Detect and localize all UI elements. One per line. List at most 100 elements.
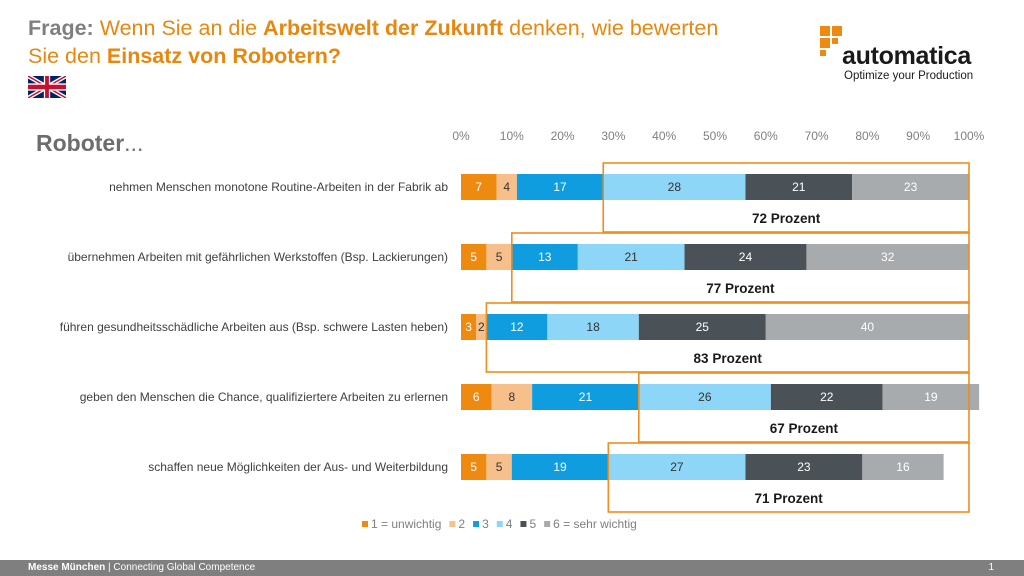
legend-swatch [473,521,480,527]
data-label: 23 [797,460,811,474]
data-label: 25 [696,320,710,334]
x-tick-label: 100% [954,129,985,143]
bar-segment [486,454,512,480]
data-label: 3 [465,320,472,334]
legend-swatch [496,521,503,527]
bar-segment [547,314,639,340]
data-label: 24 [739,250,753,264]
footer-bar: Messe München | Connecting Global Compet… [0,560,1024,576]
data-label: 21 [792,180,806,194]
category-label: schaffen neue Möglichkeiten der Aus- und… [148,460,448,474]
question-bold-2: Einsatz von Robotern? [106,44,342,68]
data-label: 21 [625,250,639,264]
data-label: 2 [478,320,485,334]
bar-segment [745,454,863,480]
question-bold-1: Arbeitswelt der Zukunft [263,16,504,40]
data-label: 4 [503,180,510,194]
subject-ellipsis: ... [124,130,144,156]
legend-swatch [362,521,368,527]
data-label: 16 [896,460,910,474]
share-annotation: 83 Prozent [694,351,763,366]
bar-segment [491,384,533,410]
legend-swatch [520,521,527,527]
x-tick-label: 0% [452,129,470,143]
x-tick-label: 70% [805,129,829,143]
bar-segment [603,174,746,200]
question-heading: Frage: Wenn Sie an die Arbeitswelt der Z… [28,14,748,70]
bar-segment [496,174,517,200]
x-tick-label: 90% [906,129,930,143]
bar-segment [461,314,477,340]
subject-word: Roboter [36,130,125,156]
data-label: 32 [881,250,895,264]
x-tick-label: 10% [500,129,524,143]
data-label: 28 [668,180,682,194]
bar-segment [461,174,497,200]
legend-swatch [449,521,456,527]
bar-segment [532,384,639,410]
data-label: 12 [510,320,524,334]
bar-segment [852,174,969,200]
highlight-box [637,372,970,443]
data-label: 23 [904,180,918,194]
data-label: 5 [496,460,503,474]
logo-name: automatica [842,42,971,70]
data-label: 21 [579,390,593,404]
footer-separator: | [105,562,114,573]
data-label: 19 [924,390,938,404]
data-label: 7 [475,180,482,194]
bar-segment [770,384,883,410]
data-label: 19 [553,460,567,474]
data-label: 18 [586,320,600,334]
x-tick-label: 20% [551,129,575,143]
bar-segment [516,174,604,200]
bar-segment [862,454,944,480]
legend-label: 6 = sehr wichtig [553,517,637,531]
category-label: führen gesundheitsschädliche Arbeiten au… [60,320,448,334]
bar-segment [486,244,512,270]
data-label: 5 [470,250,477,264]
data-label: 8 [508,390,515,404]
share-annotation: 77 Prozent [706,281,775,296]
data-label: 5 [470,460,477,474]
bar-segment [684,244,807,270]
data-label: 26 [698,390,712,404]
x-tick-label: 50% [703,129,727,143]
uk-flag-icon [28,76,66,98]
page-number: 1 [988,562,994,573]
bar-segment [461,454,487,480]
bar-segment [806,244,969,270]
legend-label: 2 [458,517,465,531]
bar-segment [882,384,980,410]
bar-segment [638,314,766,340]
x-tick-label: 80% [855,129,879,143]
bar-segment [608,454,746,480]
data-label: 22 [820,390,834,404]
data-label: 5 [496,250,503,264]
bar-segment [745,174,853,200]
footer-tagline: Connecting Global Competence [113,562,256,573]
footer-left: Messe München | Connecting Global Compet… [28,560,255,576]
legend-swatch [544,521,551,527]
bar-segment [577,244,685,270]
x-tick-label: 60% [754,129,778,143]
category-label: nehmen Menschen monotone Routine-Arbeite… [109,180,448,194]
share-annotation: 67 Prozent [770,421,839,436]
bar-segment [511,454,609,480]
legend-label: 4 [506,517,513,531]
question-text-1: Wenn Sie an die [93,16,264,40]
category-label: geben den Menschen die Chance, qualifizi… [80,390,448,404]
share-annotation: 71 Prozent [755,491,824,506]
footer-brand: Messe München [28,562,106,573]
logo-tagline: Optimize your Production [844,70,974,82]
legend-label: 3 [482,517,489,531]
highlight-box [602,162,970,233]
highlight-box [485,302,970,373]
data-label: 6 [473,390,480,404]
stacked-bar-chart: 0% 10% 20% 30% 40% 50% 60% 70% 80% 90% 100% nehmen … [60,129,985,531]
bar-segment [511,244,578,270]
data-label: 27 [670,460,684,474]
highlight-box [607,442,970,513]
data-label: 13 [538,250,552,264]
question-text-2: denken, wie bewerten Sie den [28,16,719,68]
